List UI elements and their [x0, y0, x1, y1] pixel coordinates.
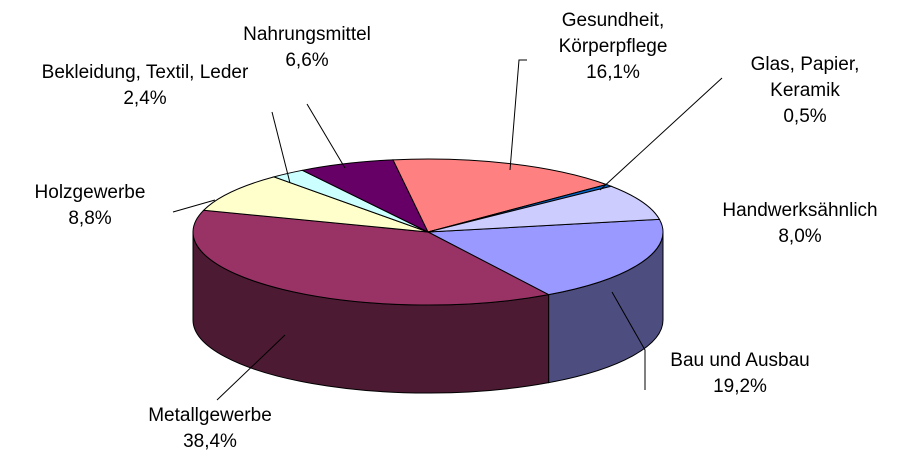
slice-label: Handwerksähnlich 8,0%: [680, 198, 909, 250]
category-label: Bekleidung, Textil, Leder: [41, 62, 249, 83]
value-label: 2,4%: [123, 88, 167, 109]
pie-slice: [426, 218, 664, 296]
category-label: Handwerksähnlich: [722, 200, 878, 221]
leader-line: [216, 334, 286, 401]
category-label: Bau und Ausbau: [670, 350, 810, 371]
category-label: Glas, Papier, Keramik: [750, 54, 860, 101]
leader-line: [271, 111, 291, 184]
value-label: 0,5%: [783, 106, 827, 127]
category-label: Holzgewerbe: [34, 182, 146, 203]
leader-line: [306, 103, 346, 169]
slice-label: Bau und Ausbau 19,2%: [650, 348, 830, 400]
value-label: 38,4%: [183, 431, 237, 452]
value-label: 16,1%: [586, 62, 640, 83]
slice-label: Glas, Papier, Keramik 0,5%: [740, 52, 870, 130]
slice-label: Gesundheit, Körperpflege 16,1%: [548, 8, 678, 86]
pie-slice: [392, 158, 609, 233]
category-label: Gesundheit, Körperpflege: [558, 10, 668, 57]
value-label: 8,0%: [778, 226, 822, 247]
slice-label: Holzgewerbe 8,8%: [0, 180, 180, 232]
pie-tops: [192, 158, 664, 306]
leader-line: [172, 199, 216, 213]
pie-slice: [192, 209, 551, 306]
value-label: 8,8%: [68, 208, 112, 229]
category-label: Nahrungsmittel: [243, 24, 371, 45]
pie-slice: [427, 185, 661, 233]
leader-line: [509, 59, 527, 171]
value-label: 6,6%: [285, 50, 329, 71]
slice-label: Metallgewerbe 38,4%: [110, 403, 310, 455]
pie-slice: [202, 176, 429, 233]
leader-line: [599, 77, 723, 191]
pie-sides: [192, 231, 664, 394]
value-label: 19,2%: [713, 376, 767, 397]
slice-label: Nahrungsmittel 6,6%: [207, 22, 407, 74]
leader-lines: [172, 59, 723, 401]
leader-line: [611, 291, 646, 390]
category-label: Metallgewerbe: [148, 405, 272, 426]
slice-label: Bekleidung, Textil, Leder 2,4%: [38, 60, 253, 112]
